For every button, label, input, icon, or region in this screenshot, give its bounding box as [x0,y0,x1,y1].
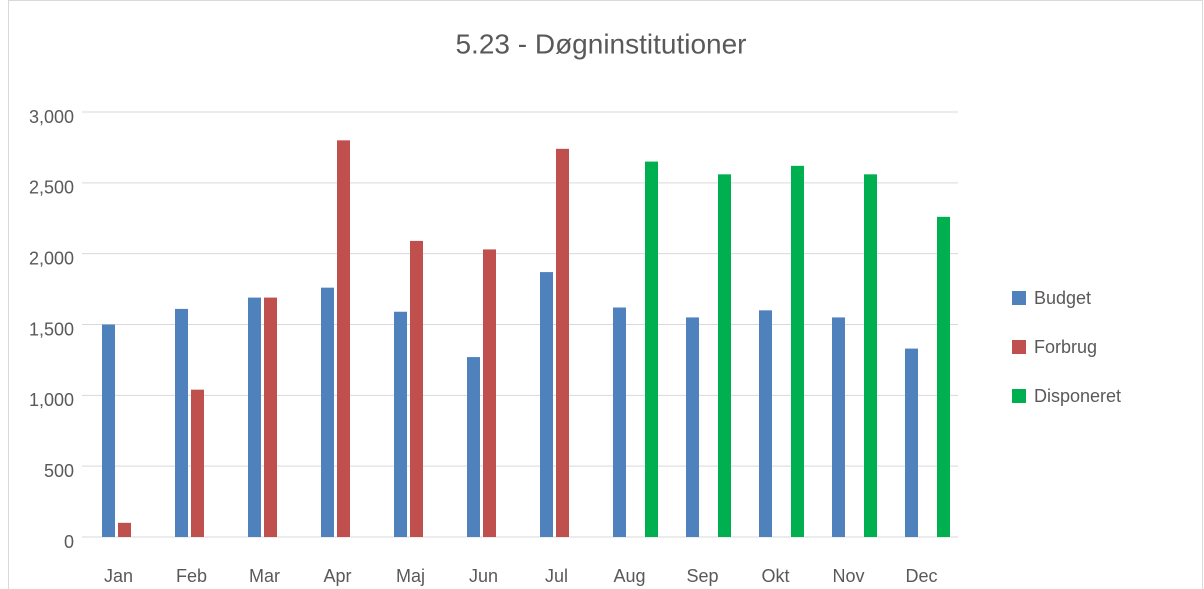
legend-label: Forbrug [1034,337,1097,357]
bar [556,148,569,538]
bar [864,174,877,538]
y-tick-label: 3,000 [29,107,74,127]
x-tick-label: Jun [469,566,498,586]
chart-title: 5.23 - Døgninstitutioner [455,28,746,59]
legend-label: Budget [1034,288,1091,308]
bar [394,311,407,537]
y-tick-label: 1,500 [29,319,74,339]
x-tick-label: Maj [396,566,425,586]
x-tick-label: Aug [613,566,645,586]
bar [832,317,845,537]
x-tick-label: Dec [905,566,937,586]
bar [337,140,350,538]
bar [264,297,277,537]
chart-frame [8,0,1203,589]
bar [118,522,131,537]
bar [410,240,423,537]
bar [321,287,334,537]
bar [175,308,188,537]
x-tick-label: Jan [104,566,133,586]
bar [759,310,772,537]
y-tick-label: 1,000 [29,390,74,410]
bar [540,272,553,537]
bar [102,324,115,537]
x-tick-label: Feb [176,566,207,586]
y-tick-label: 2,500 [29,178,74,198]
legend-swatch [1012,389,1026,403]
x-tick-label: Mar [249,566,280,586]
bar [483,249,496,537]
bar [645,161,658,538]
y-tick-label: 0 [64,532,74,552]
bar [467,357,480,537]
bar [937,216,950,538]
bar [613,307,626,537]
bar [791,165,804,538]
bar [686,317,699,537]
x-tick-label: Nov [832,566,864,586]
x-tick-label: Jul [545,566,568,586]
bar [248,297,261,537]
x-tick-label: Okt [761,566,789,586]
bar [191,389,204,537]
bar [905,348,918,537]
y-tick-label: 2,000 [29,248,74,268]
y-tick-label: 500 [44,461,74,481]
legend-label: Disponeret [1034,386,1121,406]
legend-swatch [1012,340,1026,354]
x-tick-label: Apr [323,566,351,586]
x-tick-label: Sep [686,566,718,586]
legend-swatch [1012,291,1026,305]
bar [718,174,731,538]
